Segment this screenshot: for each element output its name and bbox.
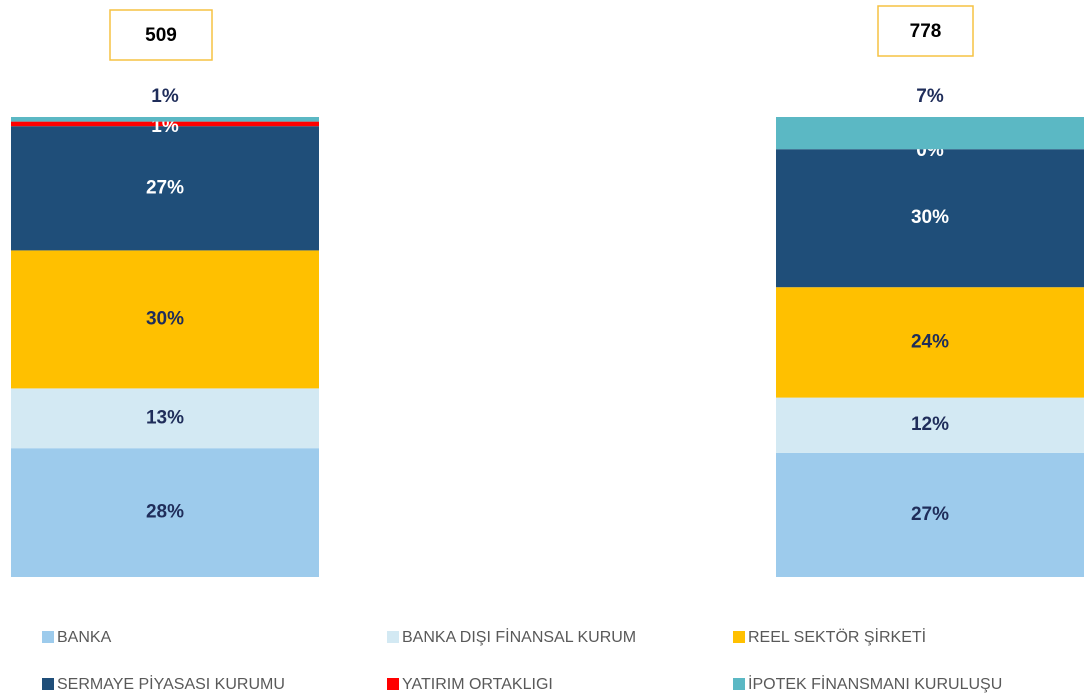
legend-swatch [387, 631, 399, 643]
value-label: 28% [146, 502, 184, 523]
total-box [877, 5, 974, 57]
bar-segment [776, 149, 1084, 288]
bar-segment [11, 448, 319, 577]
total-label: 778 [910, 21, 942, 42]
legend-swatch [733, 678, 745, 690]
value-label: 27% [146, 177, 184, 198]
bar-segment [776, 287, 1084, 398]
total-box [109, 9, 213, 61]
legend-label: BANKA [57, 629, 112, 646]
legend-swatch [42, 678, 54, 690]
bar-segment [776, 452, 1084, 577]
bar-segment [776, 117, 1084, 150]
value-label: 24% [911, 331, 949, 352]
value-label: 27% [911, 504, 949, 525]
total-label: 509 [145, 25, 177, 46]
legend-swatch [733, 631, 745, 643]
legend-label: İPOTEK FİNANSMANI KURULUŞU [748, 674, 1002, 693]
value-label: 30% [911, 207, 949, 228]
value-label: 30% [146, 308, 184, 329]
value-label: 13% [146, 407, 184, 428]
bar-segment [11, 121, 319, 127]
legend-swatch [42, 631, 54, 643]
bar-segment [11, 388, 319, 449]
bar-segment [11, 250, 319, 389]
bar-segment [776, 397, 1084, 453]
value-label: 1% [151, 86, 179, 107]
bar-segment [11, 126, 319, 251]
bar-segment [11, 117, 319, 122]
legend-label: REEL SEKTÖR ŞİRKETİ [748, 627, 926, 646]
legend-label: YATIRIM ORTAKLIGI [402, 676, 553, 693]
legend-swatch [387, 678, 399, 690]
value-label: 7% [916, 86, 944, 107]
legend-label: SERMAYE PİYASASI KURUMU [57, 674, 285, 693]
value-label: 12% [911, 414, 949, 435]
legend-label: BANKA DIŞI FİNANSAL KURUM [402, 627, 636, 646]
